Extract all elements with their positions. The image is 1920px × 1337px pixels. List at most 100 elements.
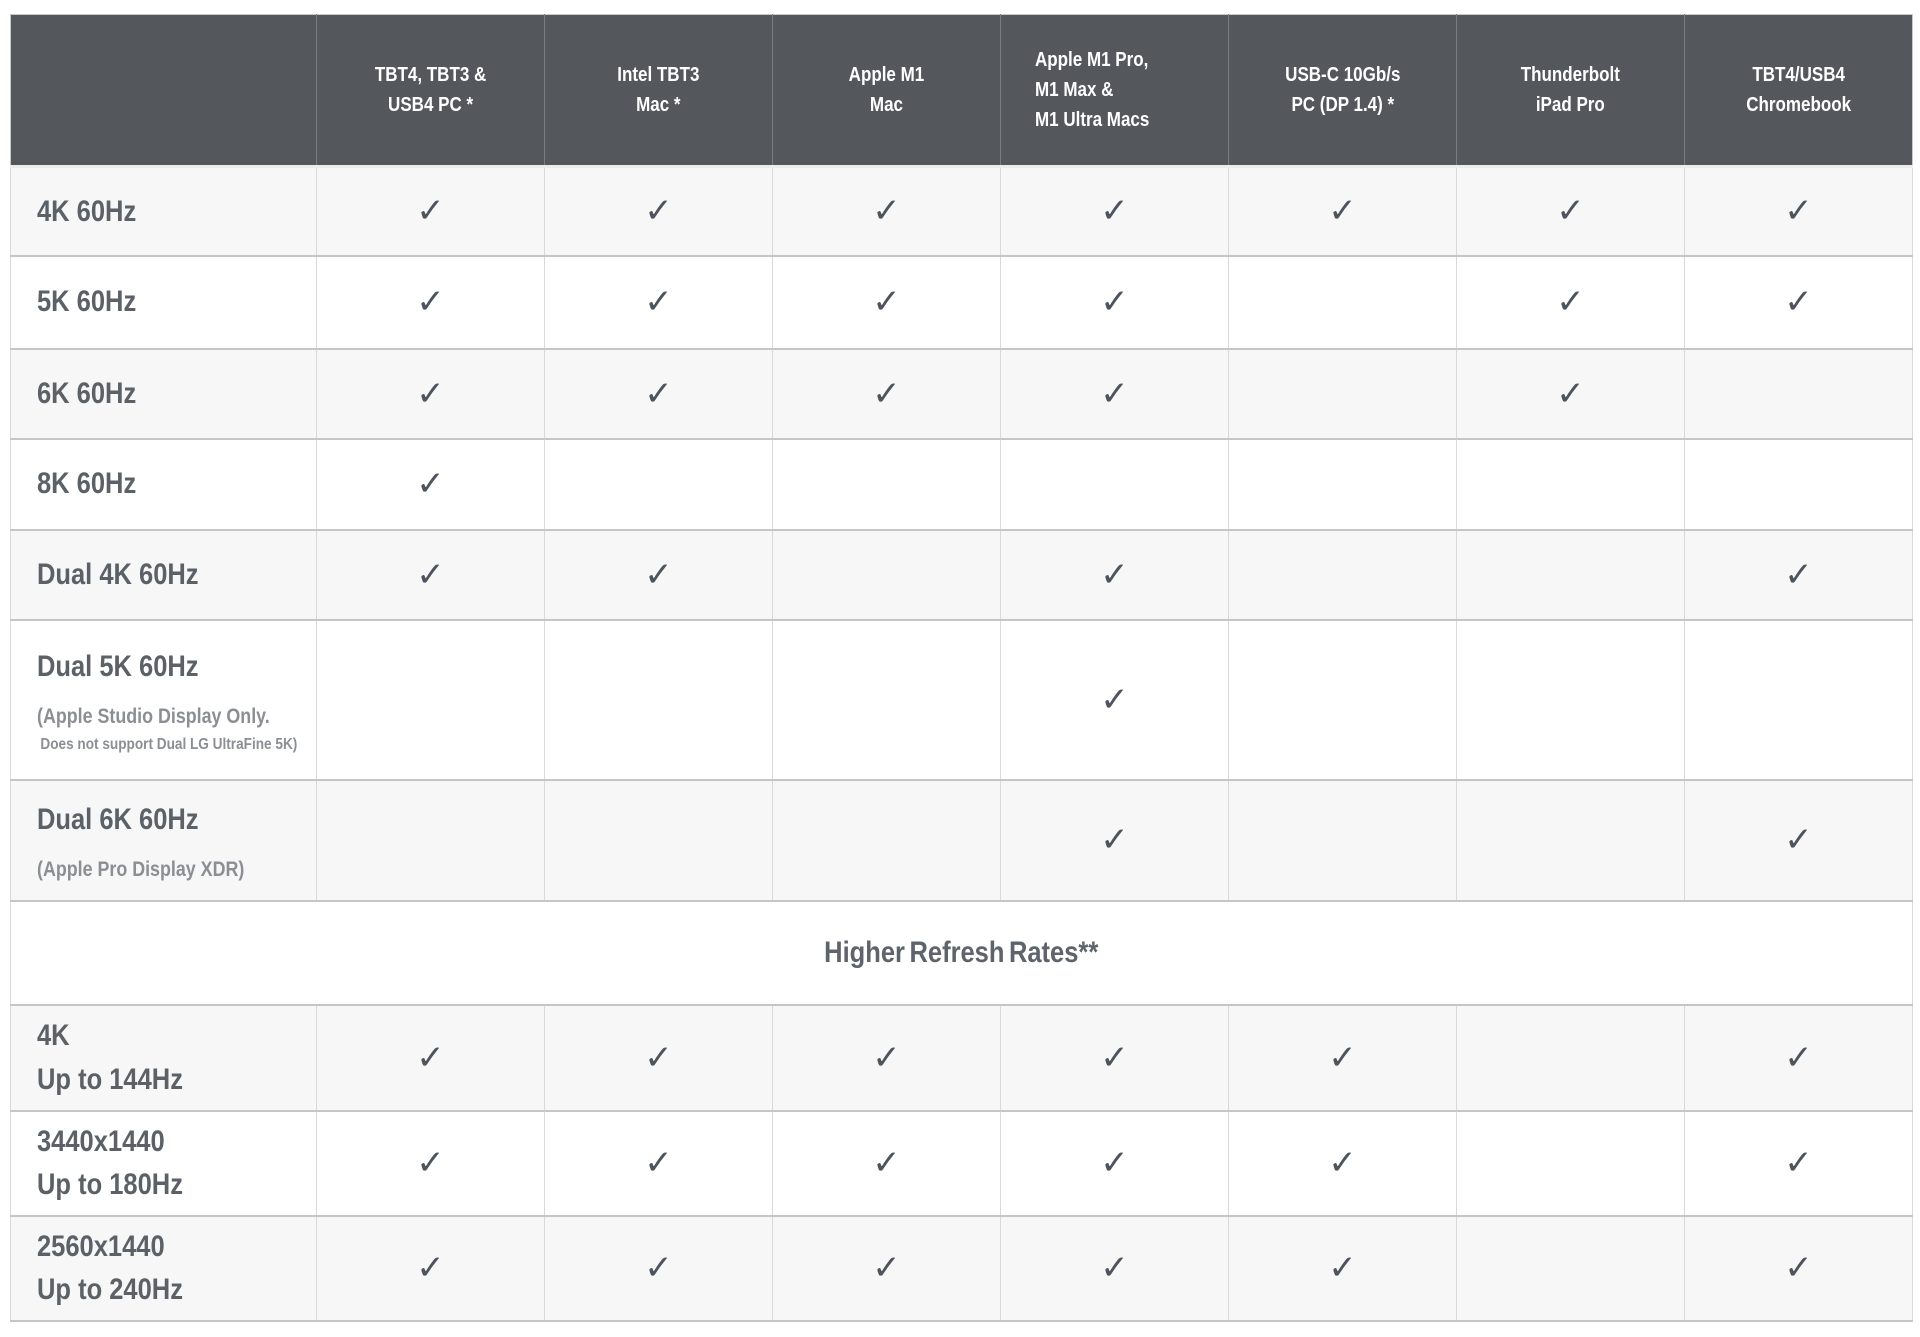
row-sublabel: (Apple Pro Display XDR)	[37, 858, 245, 882]
column-header-3: Apple M1 Mac	[772, 14, 1001, 168]
check-cell: ✓	[1456, 347, 1685, 440]
check-icon: ✓	[1784, 1037, 1813, 1078]
column-header-2: Intel TBT3 Mac *	[544, 14, 773, 168]
check-cell: ✓	[1456, 254, 1685, 350]
table-row: 4K 60Hz ✓ ✓ ✓ ✓ ✓ ✓ ✓	[10, 165, 1913, 257]
empty-cell	[1684, 437, 1913, 531]
check-icon: ✓	[1100, 1037, 1129, 1078]
row-label-block: 5K 60Hz	[37, 280, 136, 324]
check-icon: ✓	[1328, 191, 1357, 232]
check-cell: ✓	[1684, 778, 1913, 902]
empty-cell	[1456, 437, 1685, 531]
row-label-cell: 2560x1440 Up to 240Hz	[10, 1214, 317, 1322]
empty-cell	[316, 778, 545, 902]
check-cell: ✓	[1000, 254, 1229, 350]
check-icon: ✓	[1100, 1143, 1129, 1183]
check-icon: ✓	[1100, 191, 1129, 232]
check-icon: ✓	[1784, 554, 1813, 595]
compatibility-table: TBT4, TBT3 & USB4 PC * Intel TBT3 Mac * Appl…	[10, 14, 1913, 1322]
table-body: 4K 60Hz ✓ ✓ ✓ ✓ ✓ ✓ ✓ 5K 60Hz ✓ ✓ ✓ ✓ ✓ ✓ 6K 60Hz ✓ ✓ ✓ ✓ ✓ 8…	[10, 165, 1913, 1322]
row-label-block: 6K 60Hz	[37, 372, 136, 416]
check-cell: ✓	[316, 1003, 545, 1112]
check-cell: ✓	[1456, 165, 1685, 257]
check-cell: ✓	[1684, 165, 1913, 257]
row-sublabel: (Apple Studio Display Only.	[37, 705, 270, 729]
check-icon: ✓	[644, 554, 673, 595]
check-icon: ✓	[1784, 191, 1813, 232]
check-icon: ✓	[1556, 282, 1585, 322]
check-cell: ✓	[544, 528, 773, 621]
row-label: 2560x1440	[37, 1229, 165, 1263]
table-row: 5K 60Hz ✓ ✓ ✓ ✓ ✓ ✓	[10, 254, 1913, 350]
table-row: Dual 4K 60Hz ✓ ✓ ✓ ✓	[10, 528, 1913, 621]
check-cell: ✓	[544, 1109, 773, 1217]
empty-cell	[772, 437, 1001, 531]
label-text: TBT4, TBT3 & USB4 PC *	[374, 64, 487, 116]
empty-cell	[544, 618, 773, 781]
check-cell: ✓	[772, 1214, 1001, 1322]
row-label-cell: Dual 6K 60Hz (Apple Pro Display XDR)	[10, 778, 317, 902]
row-label-cell: 4K Up to 144Hz	[10, 1003, 317, 1112]
check-icon: ✓	[872, 191, 901, 232]
check-icon: ✓	[644, 373, 673, 414]
empty-cell	[544, 778, 773, 902]
empty-cell	[316, 618, 545, 781]
label-text: USB-C 10Gb/s PC (DP 1.4) *	[1284, 64, 1401, 116]
check-cell: ✓	[1000, 1003, 1229, 1112]
check-icon: ✓	[416, 554, 445, 595]
empty-cell	[1000, 437, 1229, 531]
check-cell: ✓	[772, 254, 1001, 350]
check-cell: ✓	[1000, 1109, 1229, 1217]
check-icon: ✓	[1100, 679, 1129, 720]
section-header: Higher Refresh Rates**	[824, 935, 1099, 969]
check-cell: ✓	[316, 528, 545, 621]
check-cell: ✓	[1684, 1109, 1913, 1217]
check-icon: ✓	[872, 373, 901, 414]
check-icon: ✓	[416, 373, 445, 414]
check-icon: ✓	[416, 191, 445, 232]
check-cell: ✓	[1000, 347, 1229, 440]
check-icon: ✓	[1100, 1248, 1129, 1288]
check-icon: ✓	[1556, 373, 1585, 414]
check-icon: ✓	[644, 191, 673, 232]
check-icon: ✓	[416, 1248, 445, 1288]
check-icon: ✓	[1328, 1248, 1357, 1288]
check-cell: ✓	[1000, 618, 1229, 781]
row-label: Dual 4K 60Hz	[37, 557, 199, 591]
check-icon: ✓	[1556, 191, 1585, 232]
table-row: Dual 5K 60Hz (Apple Studio Display Only. D…	[10, 618, 1913, 781]
label-text: TBT4/USB4 Chromebook	[1746, 64, 1851, 116]
table-row: 2560x1440 Up to 240Hz ✓ ✓ ✓ ✓ ✓ ✓	[10, 1214, 1913, 1322]
check-icon: ✓	[644, 282, 673, 322]
header-row: TBT4, TBT3 & USB4 PC * Intel TBT3 Mac * Appl…	[10, 14, 1913, 168]
empty-cell	[1228, 347, 1457, 440]
check-cell: ✓	[544, 1003, 773, 1112]
empty-cell	[1456, 1109, 1685, 1217]
row-label-line2: Up to 144Hz	[37, 1062, 183, 1096]
check-icon: ✓	[1784, 282, 1813, 322]
column-header-6: Thunderbolt iPad Pro	[1456, 14, 1685, 168]
check-icon: ✓	[1784, 820, 1813, 860]
empty-cell	[1228, 778, 1457, 902]
check-icon: ✓	[1100, 373, 1129, 414]
check-cell: ✓	[772, 165, 1001, 257]
empty-cell	[1456, 1003, 1685, 1112]
check-cell: ✓	[1228, 1109, 1457, 1217]
empty-cell	[1228, 618, 1457, 781]
corner-header-cell	[10, 14, 317, 168]
check-cell: ✓	[1000, 778, 1229, 902]
row-label-cell: 3440x1440 Up to 180Hz	[10, 1109, 317, 1217]
row-label-block: 3440x1440 Up to 180Hz	[37, 1120, 183, 1207]
check-icon: ✓	[644, 1143, 673, 1183]
check-cell: ✓	[1684, 254, 1913, 350]
column-header-1: TBT4, TBT3 & USB4 PC *	[316, 14, 545, 168]
section-header-row: Higher Refresh Rates**	[10, 899, 1913, 1006]
label-text: Apple M1 Pro, M1 Max & M1 Ultra Macs	[1035, 49, 1150, 131]
check-cell: ✓	[544, 347, 773, 440]
check-cell: ✓	[544, 1214, 773, 1322]
check-icon: ✓	[1100, 554, 1129, 595]
check-cell: ✓	[772, 1003, 1001, 1112]
check-cell: ✓	[1684, 528, 1913, 621]
check-cell: ✓	[544, 165, 773, 257]
